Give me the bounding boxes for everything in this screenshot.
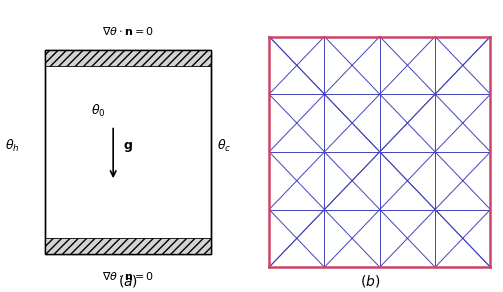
Bar <box>45 238 211 254</box>
Text: g: g <box>123 140 132 152</box>
Text: $\nabla\theta \cdot \mathbf{n} = 0$: $\nabla\theta \cdot \mathbf{n} = 0$ <box>102 25 154 37</box>
Text: $\theta_0$: $\theta_0$ <box>91 103 106 119</box>
Text: $\nabla\theta \cdot \mathbf{n} = 0$: $\nabla\theta \cdot \mathbf{n} = 0$ <box>102 270 154 282</box>
Text: $(b)$: $(b)$ <box>360 273 380 289</box>
Text: $\theta_h$: $\theta_h$ <box>5 138 20 154</box>
Bar <box>45 50 211 66</box>
Text: $(a)$: $(a)$ <box>118 273 138 289</box>
Text: $\theta_c$: $\theta_c$ <box>217 138 231 154</box>
Bar <box>45 50 211 254</box>
Bar <box>45 50 211 254</box>
